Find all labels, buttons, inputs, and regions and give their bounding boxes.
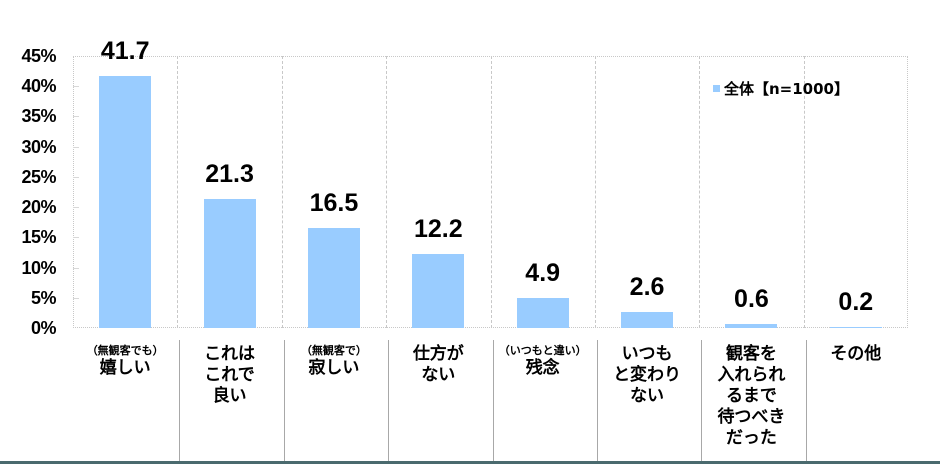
category-gridline [490,56,492,328]
y-tick-label: 0% [30,318,57,338]
data-label: 2.6 [629,273,665,302]
y-tick-label: 5% [30,287,57,308]
y-tick-label: 20% [21,197,56,218]
data-label: 4.9 [525,259,561,288]
legend-label: 全体【n=1000】 [724,80,849,98]
category-sublabel: （無観客で） [300,344,367,357]
x-category-label: いつも と変わり ない [595,344,699,407]
category-sublabel: （無観客でも） [86,344,164,357]
bar [412,254,465,328]
x-category-label: その他 [804,344,908,365]
category-gridline [803,56,805,328]
x-category-label: 観客を 入れられ るまで 待つべき だった [699,344,803,449]
x-category-label: （無観客で） 寂しい [282,344,386,379]
y-tick-label: 25% [21,166,56,187]
bar [516,298,569,328]
y-tick-mark [73,297,79,299]
category-label: 残念 [525,358,560,378]
category-gridline [386,56,388,328]
y-tick-mark [73,146,79,148]
category-sublabel: （いつもと違い） [498,344,587,357]
category-divider [283,340,285,462]
bar [307,228,360,328]
y-tick-mark [73,116,79,118]
data-label: 41.7 [100,36,150,65]
category-label: 仕方が ない [412,344,464,385]
category-label: 観客を 入れられ るまで 待つべき だった [717,344,786,448]
bar [203,199,256,328]
category-label: その他 [830,344,882,364]
y-tick-mark [73,176,79,178]
category-gridline [281,56,283,328]
x-category-label: 仕方が ない [386,344,490,386]
category-divider [701,340,703,462]
legend: 全体【n=1000】 [713,78,849,99]
y-tick-mark [73,86,79,88]
category-label: これは これで 良い [204,344,256,406]
category-gridline [594,56,596,328]
y-tick-mark [73,267,79,269]
y-tick-label: 30% [21,136,56,157]
bar [99,75,152,328]
y-tick-label: 45% [21,46,56,66]
y-tick-label: 10% [21,257,56,278]
data-label: 12.2 [413,215,463,244]
category-gridline [699,56,701,328]
category-divider [388,340,390,462]
data-label: 16.5 [309,189,359,218]
category-divider [596,340,598,462]
x-category-label: これは これで 良い [178,344,282,407]
y-tick-label: 40% [21,76,56,97]
x-category-label: （無観客でも） 嬉しい [73,344,177,379]
data-label: 21.3 [205,160,254,189]
category-divider [492,340,494,462]
bar [725,324,778,328]
category-divider [179,340,181,462]
data-label: 0.2 [838,287,874,316]
data-label: 0.6 [734,285,769,314]
y-tick-label: 35% [21,106,56,127]
category-label: 嬉しい [99,358,151,378]
legend-swatch [713,85,720,92]
y-tick-mark [73,237,79,239]
category-divider [805,340,807,462]
category-label: いつも と変わり ない [613,344,682,406]
category-label: 寂しい [308,358,360,378]
bar [829,326,882,328]
category-gridline [177,56,179,328]
x-category-label: （いつもと違い） 残念 [491,344,595,379]
y-tick-label: 15% [21,227,56,248]
bottom-border [0,461,940,464]
y-tick-mark [73,207,79,209]
bar [621,312,674,328]
